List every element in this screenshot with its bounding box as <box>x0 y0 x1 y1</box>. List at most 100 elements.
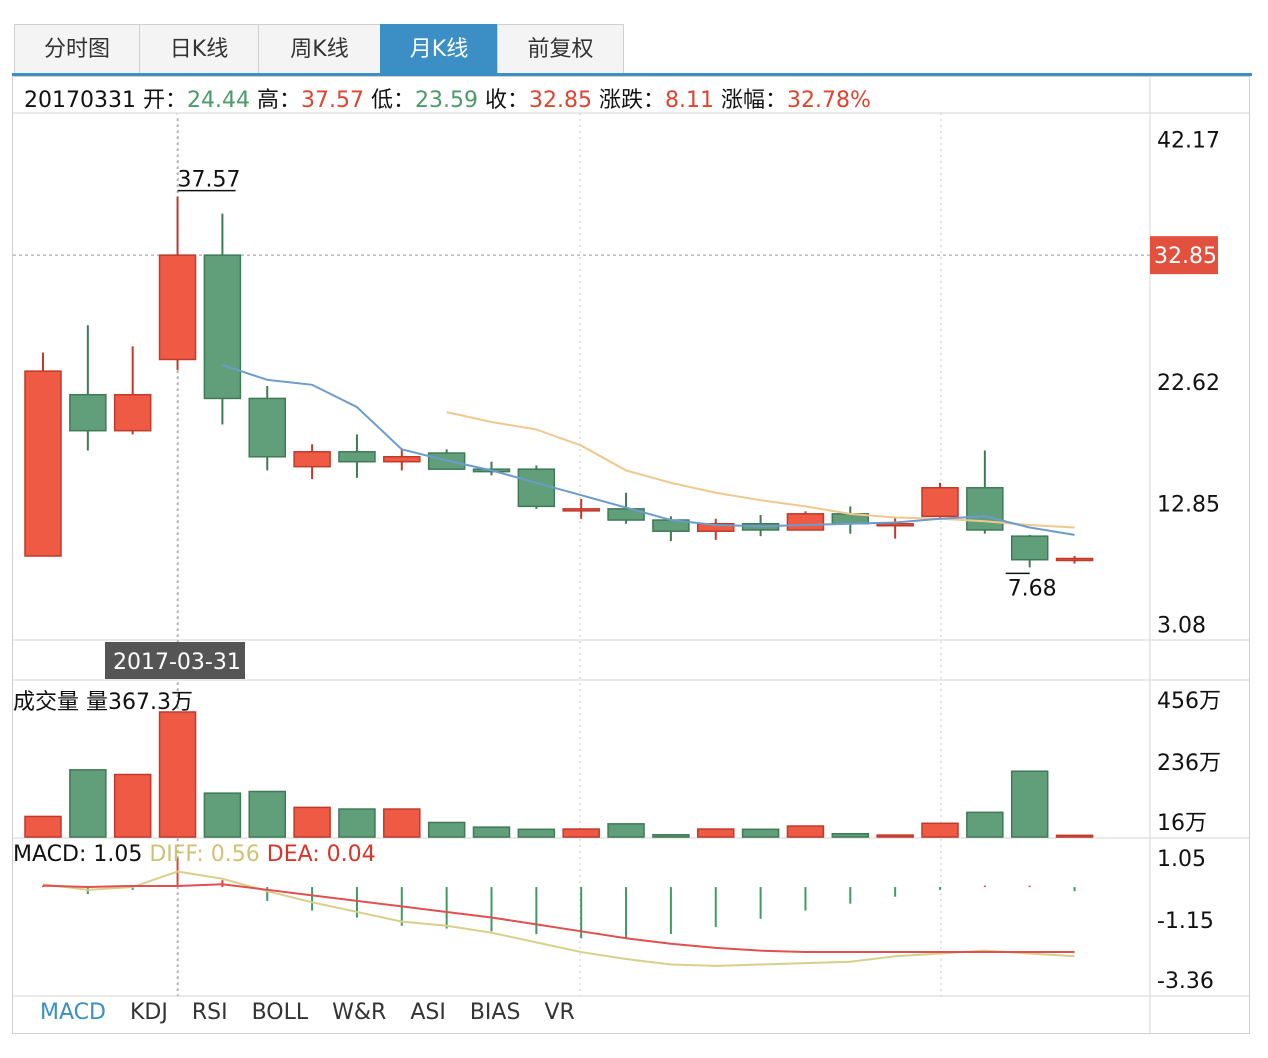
info-pct-label: 涨幅： <box>720 88 787 113</box>
macd-tick-label: -3.36 <box>1157 969 1214 994</box>
volume-bar <box>1055 834 1094 838</box>
candle-body <box>69 393 107 432</box>
volume-bar <box>113 773 152 838</box>
volume-bar <box>607 823 645 838</box>
indicator-tab-vr[interactable]: VR <box>544 1000 575 1025</box>
info-open: 24.44 <box>187 88 250 113</box>
indicator-tab-wr[interactable]: W&R <box>332 1000 387 1025</box>
info-change-label: 涨跌： <box>598 88 665 113</box>
volume-bar <box>427 821 466 838</box>
volume-tick-label: 16万 <box>1157 811 1207 836</box>
max-price-label: 37.57 <box>178 168 241 193</box>
volume-bar <box>921 822 959 838</box>
volume-bar <box>562 828 600 838</box>
tab-daily-k[interactable]: 日K线 <box>139 24 258 74</box>
candle-body <box>338 451 376 463</box>
indicator-tab-asi[interactable]: ASI <box>410 1000 446 1025</box>
candle-body <box>158 254 197 361</box>
y-axis-tick-label: 22.62 <box>1157 371 1220 396</box>
volume-header: 成交量 量367.3万 <box>13 684 193 716</box>
dea-value-label: DEA: 0.04 <box>266 842 376 867</box>
candle-body <box>383 456 421 463</box>
volume-bar <box>966 811 1004 838</box>
indicator-tab-bias[interactable]: BIAS <box>469 1000 521 1025</box>
volume-label: 成交量 <box>13 690 80 715</box>
candle-body <box>966 487 1004 531</box>
info-high: 37.57 <box>301 88 364 113</box>
macd-tick-label: 1.05 <box>1157 847 1206 872</box>
macd-tick-label: -1.15 <box>1157 909 1214 934</box>
chart-frame <box>12 76 1250 1034</box>
candle-body <box>113 393 152 432</box>
diff-value-label: DIFF: 0.56 <box>149 842 260 867</box>
volume-bar <box>24 815 62 838</box>
candle-body <box>562 508 600 512</box>
current-price-tag <box>1150 236 1218 275</box>
y-axis-tick-label: 3.08 <box>1157 614 1206 639</box>
volume-bar <box>786 825 825 838</box>
candle-body <box>876 523 914 527</box>
indicator-tab-macd[interactable]: MACD <box>40 1000 106 1025</box>
volume-bar <box>517 828 556 838</box>
volume-bar <box>203 792 242 838</box>
info-low-label: 低： <box>370 88 415 113</box>
indicator-tab-kdj[interactable]: KDJ <box>129 1000 168 1025</box>
y-axis-tick-label: 12.85 <box>1157 492 1220 517</box>
current-price-label: 32.85 <box>1154 244 1217 269</box>
dea-line <box>42 883 1075 954</box>
macd-value-label: MACD: 1.05 <box>13 842 143 867</box>
ohlc-info-bar: 20170331 开：24.44 高：37.57 低：23.59 收：32.85… <box>24 82 871 114</box>
candle-body <box>24 370 62 557</box>
volume-bar <box>697 828 735 838</box>
volume-bar <box>1010 770 1049 838</box>
info-close: 32.85 <box>529 88 592 113</box>
y-axis-tick-label: 42.17 <box>1157 129 1220 154</box>
indicator-tab-boll[interactable]: BOLL <box>251 1000 309 1025</box>
volume-value-label: 量367.3万 <box>86 690 193 715</box>
info-close-label: 收： <box>484 88 529 113</box>
tab-intraday[interactable]: 分时图 <box>14 24 139 74</box>
info-high-label: 高： <box>256 88 301 113</box>
candle-body <box>786 513 825 531</box>
macd-header: MACD: 1.05 DIFF: 0.56 DEA: 0.04 <box>13 842 376 867</box>
info-date: 20170331 <box>24 88 136 113</box>
crosshair-date-tag <box>105 642 245 679</box>
indicator-tabs: MACD KDJ RSI BOLL W&R ASI BIAS VR <box>40 1000 599 1025</box>
candle-body <box>203 254 242 400</box>
volume-tick-label: 456万 <box>1157 689 1221 714</box>
candle-body <box>248 397 286 458</box>
tab-forward-adjusted[interactable]: 前复权 <box>497 24 624 74</box>
volume-bar <box>741 828 780 838</box>
ma-long-line <box>446 411 1075 529</box>
candle-body <box>1010 535 1049 561</box>
volume-tick-label: 236万 <box>1157 751 1221 776</box>
diff-line <box>42 870 1075 967</box>
candle-body <box>517 468 556 508</box>
candle-body <box>607 508 645 521</box>
min-price-label: 7.68 <box>1008 576 1057 601</box>
volume-bar <box>472 826 511 838</box>
volume-bar <box>293 806 331 838</box>
volume-bar <box>383 808 421 838</box>
volume-bar <box>248 790 286 838</box>
volume-bar <box>652 834 690 838</box>
candle-body <box>921 487 959 518</box>
crosshair-date-label: 2017-03-31 <box>113 650 241 675</box>
volume-bar <box>876 834 914 838</box>
volume-bar <box>158 711 197 838</box>
tab-underline <box>12 73 1252 76</box>
info-pct: 32.78% <box>787 88 871 113</box>
volume-bar <box>338 808 376 838</box>
period-tabs: 分时图 日K线 周K线 月K线 前复权 <box>14 24 624 74</box>
candle-body <box>697 523 735 532</box>
volume-bar <box>69 769 107 838</box>
info-open-label: 开： <box>142 88 187 113</box>
info-change: 8.11 <box>665 88 714 113</box>
volume-bar <box>831 832 870 838</box>
indicator-tab-rsi[interactable]: RSI <box>191 1000 228 1025</box>
info-low: 23.59 <box>415 88 478 113</box>
candle-body <box>1055 557 1094 562</box>
candle-body <box>293 451 331 468</box>
ma-short-line <box>222 363 1075 536</box>
